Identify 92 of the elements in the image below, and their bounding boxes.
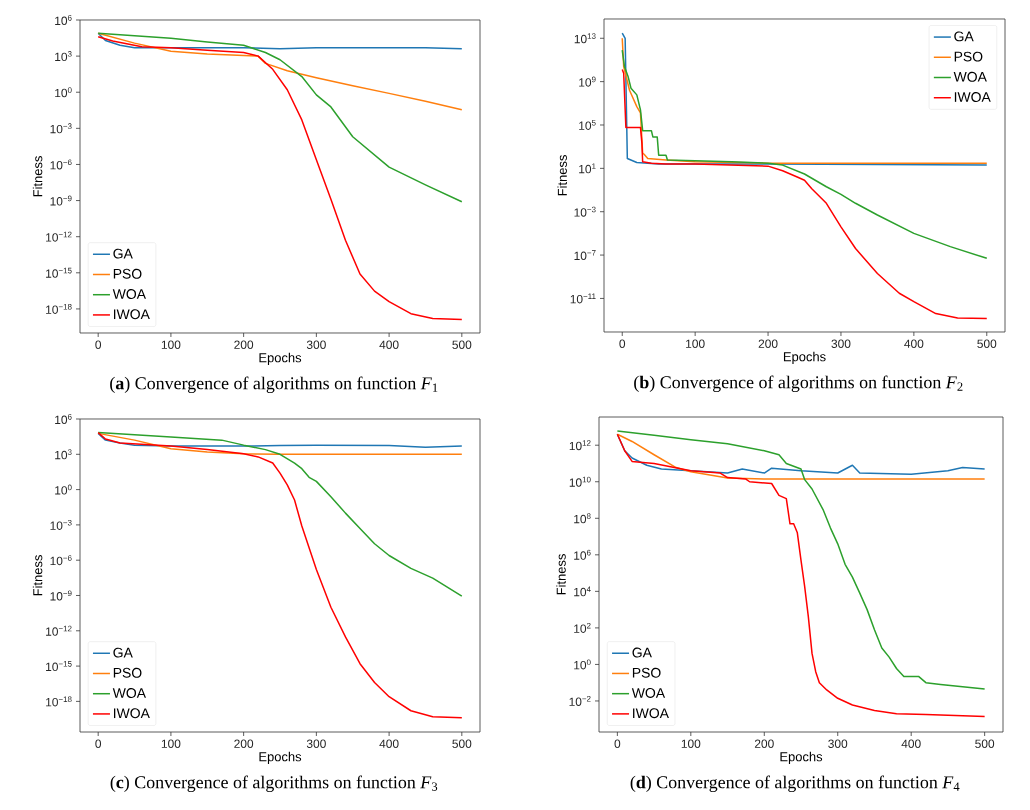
y-tick-label: 10$^{8}$: [574, 513, 591, 524]
legend-label: IWOA: [954, 92, 991, 102]
legend-label: WOA: [631, 688, 666, 698]
legend-label: GA: [113, 248, 133, 259]
line-series: [97, 36, 463, 321]
x-tick-label: 100: [686, 339, 705, 348]
x-tick-label: 400: [379, 739, 399, 748]
x-tick-label: 0: [95, 340, 102, 349]
x-tick-label: 400: [904, 339, 924, 348]
legend-label: WOA: [112, 289, 146, 299]
y-tick-label: 10$^{0}$: [55, 87, 72, 98]
legend-label: GA: [113, 647, 133, 658]
x-tick-label: 300: [828, 739, 848, 748]
y-tick-label: 10$^{−15}$: [46, 661, 72, 672]
y-tick-label: 10$^{4}$: [574, 586, 591, 597]
text: (c) Convergence of algorithms on function F$_{3}$: [110, 775, 438, 793]
legend-label: WOA: [953, 71, 987, 82]
y-tick-label: 10$^{−6}$: [50, 159, 72, 170]
x-tick-label: 200: [758, 339, 778, 348]
legend-label: IWOA: [113, 708, 150, 719]
legend-label: PSO: [954, 51, 983, 62]
y-tick-label: 10$^{−18}$: [46, 696, 72, 707]
x-tick-label: 0: [95, 739, 102, 748]
legend-label: PSO: [632, 667, 661, 678]
x-tick-label: 100: [681, 739, 701, 748]
x-tick-label: 500: [977, 339, 997, 348]
x-tick-label: 500: [452, 340, 472, 349]
y-tick-label: 10$^{−6}$: [50, 555, 72, 566]
x-tick-label: 300: [306, 739, 326, 748]
y-tick-label: 10$^{−2}$: [569, 695, 591, 706]
text: (b) Convergence of algorithms on function F$_{2}$: [634, 375, 963, 393]
y-tick-label: 10$^{−7}$: [574, 250, 596, 261]
y-tick-label: 10$^{−11}$: [570, 293, 596, 304]
x-tick-label: 200: [234, 340, 254, 349]
line-series: [97, 431, 463, 597]
x-tick-label: 500: [452, 739, 472, 748]
legend-label: GA: [632, 647, 652, 658]
y-tick-label: 10$^{12}$: [569, 440, 591, 451]
x-tick-label: 300: [831, 339, 851, 348]
y-axis-title: Fitness: [556, 554, 566, 595]
legend-label: PSO: [113, 268, 142, 279]
x-axis-title: Epochs: [780, 751, 823, 764]
legend-label: IWOA: [633, 708, 669, 719]
y-tick-label: 10$^{−3}$: [574, 206, 596, 217]
y-tick-label: 10$^{−12}$: [46, 231, 72, 242]
text: (a) Convergence of algorithms on function F$_{1}$: [110, 376, 438, 394]
y-tick-label: 10$^{10}$: [569, 476, 591, 487]
x-tick-label: 100: [161, 739, 181, 748]
y-axis-title: Fitness: [32, 555, 43, 596]
legend-label: IWOA: [113, 309, 150, 320]
line-series: [97, 32, 463, 203]
legend-label: GA: [954, 31, 974, 42]
y-tick-label: 10$^{3}$: [55, 51, 72, 62]
y-tick-label: 10$^{6}$: [55, 413, 72, 424]
y-tick-label: 10$^{6}$: [55, 14, 72, 25]
y-tick-label: 10$^{−3}$: [50, 519, 72, 530]
y-tick-label: 10$^{−18}$: [46, 303, 72, 314]
y-axis-title: Fitness: [557, 155, 567, 196]
x-tick-label: 100: [161, 340, 181, 349]
y-tick-label: 10$^{5}$: [579, 120, 596, 130]
x-axis-title: Epochs: [259, 751, 302, 764]
x-tick-label: 200: [234, 739, 254, 748]
x-tick-label: 300: [306, 340, 326, 349]
y-tick-label: 10$^{13}$: [574, 33, 596, 44]
y-tick-label: 10$^{−9}$: [50, 590, 72, 601]
line-series: [97, 431, 463, 719]
y-tick-label: 10$^{9}$: [579, 76, 596, 87]
x-tick-label: 500: [975, 739, 995, 748]
y-tick-label: 10$^{−15}$: [46, 267, 72, 278]
y-tick-label: 10$^{2}$: [574, 622, 591, 633]
x-tick-label: 0: [619, 339, 626, 348]
x-tick-label: 400: [379, 340, 399, 349]
x-axis-title: Epochs: [259, 352, 302, 365]
y-tick-label: 10$^{0}$: [574, 659, 591, 670]
y-tick-label: 10$^{3}$: [55, 449, 72, 460]
line-series: [97, 432, 463, 448]
legend-label: PSO: [113, 667, 142, 678]
x-tick-label: 200: [754, 739, 774, 748]
x-tick-label: 0: [614, 739, 621, 748]
y-tick-label: 10$^{−12}$: [46, 625, 72, 636]
text: (d) Convergence of algorithms on function F$_{4}$: [630, 775, 960, 793]
line-series: [97, 32, 463, 111]
line-series: [97, 432, 463, 456]
y-axis-title: Fitness: [32, 156, 43, 197]
x-tick-label: 400: [901, 739, 921, 748]
y-tick-label: 10$^{−3}$: [50, 123, 72, 134]
legend-label: WOA: [112, 688, 146, 698]
y-tick-label: 10$^{0}$: [55, 484, 72, 495]
y-tick-label: 10$^{−9}$: [50, 195, 72, 206]
x-axis-title: Epochs: [783, 351, 826, 364]
y-tick-label: 10$^{6}$: [574, 549, 591, 560]
y-tick-label: 10$^{1}$: [579, 163, 596, 174]
